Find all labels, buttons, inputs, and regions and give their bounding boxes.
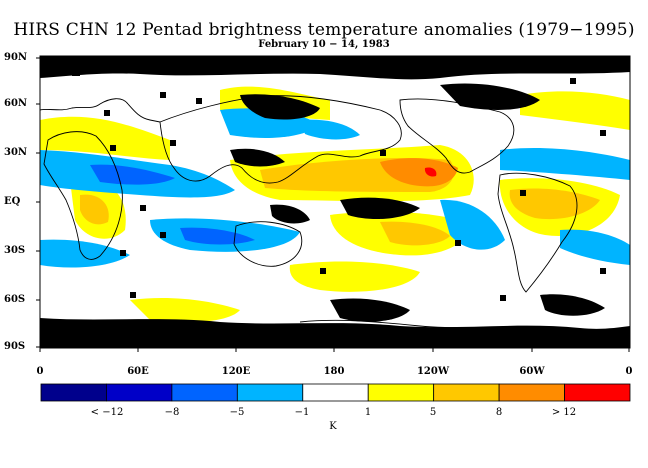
anomaly-region: [560, 229, 630, 265]
map-title: HIRS CHN 12 Pentad brightness temperatur…: [13, 20, 635, 40]
missing-data-pixel: [160, 92, 166, 98]
missing-data-pixel: [120, 250, 126, 256]
lon-label-60e: 60E: [127, 366, 149, 377]
lat-label-60s: 60S: [4, 294, 26, 305]
colorbar-label: 1: [364, 407, 372, 418]
missing-data-pixel: [196, 98, 202, 104]
missing-data-pixel: [600, 130, 606, 136]
colorbar-swatch: [302, 383, 369, 402]
anomaly-region: [380, 221, 450, 246]
lat-label-30n: 30N: [4, 147, 28, 158]
missing-data-pixel: [520, 190, 526, 196]
coastline: [497, 172, 578, 293]
lat-label-90n: 90N: [4, 52, 28, 63]
missing-data-region: [40, 56, 630, 80]
lon-label-120w: 120W: [416, 366, 450, 377]
colorbar-label: < −12: [90, 407, 124, 418]
missing-data-pixel: [455, 240, 461, 246]
colorbar: [40, 383, 631, 402]
lat-label-90s: 90S: [4, 341, 26, 352]
missing-data-region: [440, 83, 540, 110]
coastline: [40, 98, 161, 123]
map-field: [40, 56, 630, 348]
colorbar-label: 8: [495, 407, 503, 418]
lon-label-60w: 60W: [519, 366, 545, 377]
colorbar-label: > 12: [551, 407, 577, 418]
coastline: [233, 221, 303, 267]
anomaly-region: [80, 194, 109, 225]
lat-label-eq: EQ: [4, 196, 21, 207]
anomaly-region: [40, 116, 170, 160]
anomaly-region: [500, 148, 630, 180]
coastline: [299, 319, 541, 331]
coastline: [43, 131, 123, 260]
map-subtitle: February 10 − 14, 1983: [258, 39, 390, 50]
missing-data-pixel: [380, 150, 386, 156]
anomaly-region: [130, 298, 240, 323]
colorbar-swatch: [367, 383, 435, 402]
colorbar-swatch: [433, 383, 500, 402]
lon-label-0: 0: [36, 366, 44, 377]
missing-data-pixel: [570, 78, 576, 84]
coastlines: [40, 95, 578, 331]
anomaly-region: [440, 199, 505, 250]
missing-data-region: [330, 298, 410, 322]
missing-data-region: [340, 197, 420, 220]
missing-data-pixel: [320, 268, 326, 274]
anomaly-region: [180, 227, 255, 245]
missing-data-pixel: [500, 295, 506, 301]
missing-data-region: [230, 148, 285, 167]
lon-ticks: [39, 348, 630, 352]
lat-label-60n: 60N: [4, 98, 28, 109]
anomaly-region: [300, 119, 360, 140]
colorbar-swatch: [236, 383, 304, 402]
colorbar-swatch: [106, 383, 173, 402]
colorbar-label: 5: [429, 407, 437, 418]
missing-data-region: [540, 294, 605, 316]
coastline: [159, 95, 402, 184]
colorbar-label: −5: [229, 407, 245, 418]
colorbar-swatch: [40, 383, 107, 402]
colorbar-swatch: [564, 383, 631, 402]
colorbar-swatch: [498, 383, 565, 402]
colorbar-label: −1: [294, 407, 310, 418]
anomaly-region: [520, 91, 630, 130]
missing-data-region: [40, 318, 630, 348]
anomaly-region: [424, 167, 437, 177]
missing-data-pixel: [130, 292, 136, 298]
missing-data-pixel: [72, 68, 80, 76]
missing-data-pixel: [170, 140, 176, 146]
missing-data-pixel: [140, 205, 146, 211]
lat-ticks: [36, 57, 40, 348]
lon-label-180: 180: [323, 366, 345, 377]
coastline: [399, 98, 515, 174]
missing-data-pixel: [110, 145, 116, 151]
lat-label-30s: 30S: [4, 245, 26, 256]
anomaly-region: [509, 188, 600, 220]
lon-label-120e: 120E: [221, 366, 251, 377]
colorbar-swatch: [171, 383, 238, 402]
anomaly-region: [380, 158, 458, 187]
missing-data-pixel: [160, 232, 166, 238]
colorbar-unit: K: [329, 421, 337, 432]
lon-label-0-east: 0: [625, 366, 633, 377]
missing-data-pixel: [600, 268, 606, 274]
missing-data-region: [240, 94, 320, 120]
colorbar-label: −8: [164, 407, 180, 418]
anomaly-region: [90, 164, 175, 185]
missing-data-pixel: [104, 110, 110, 116]
missing-data-region: [270, 204, 310, 224]
